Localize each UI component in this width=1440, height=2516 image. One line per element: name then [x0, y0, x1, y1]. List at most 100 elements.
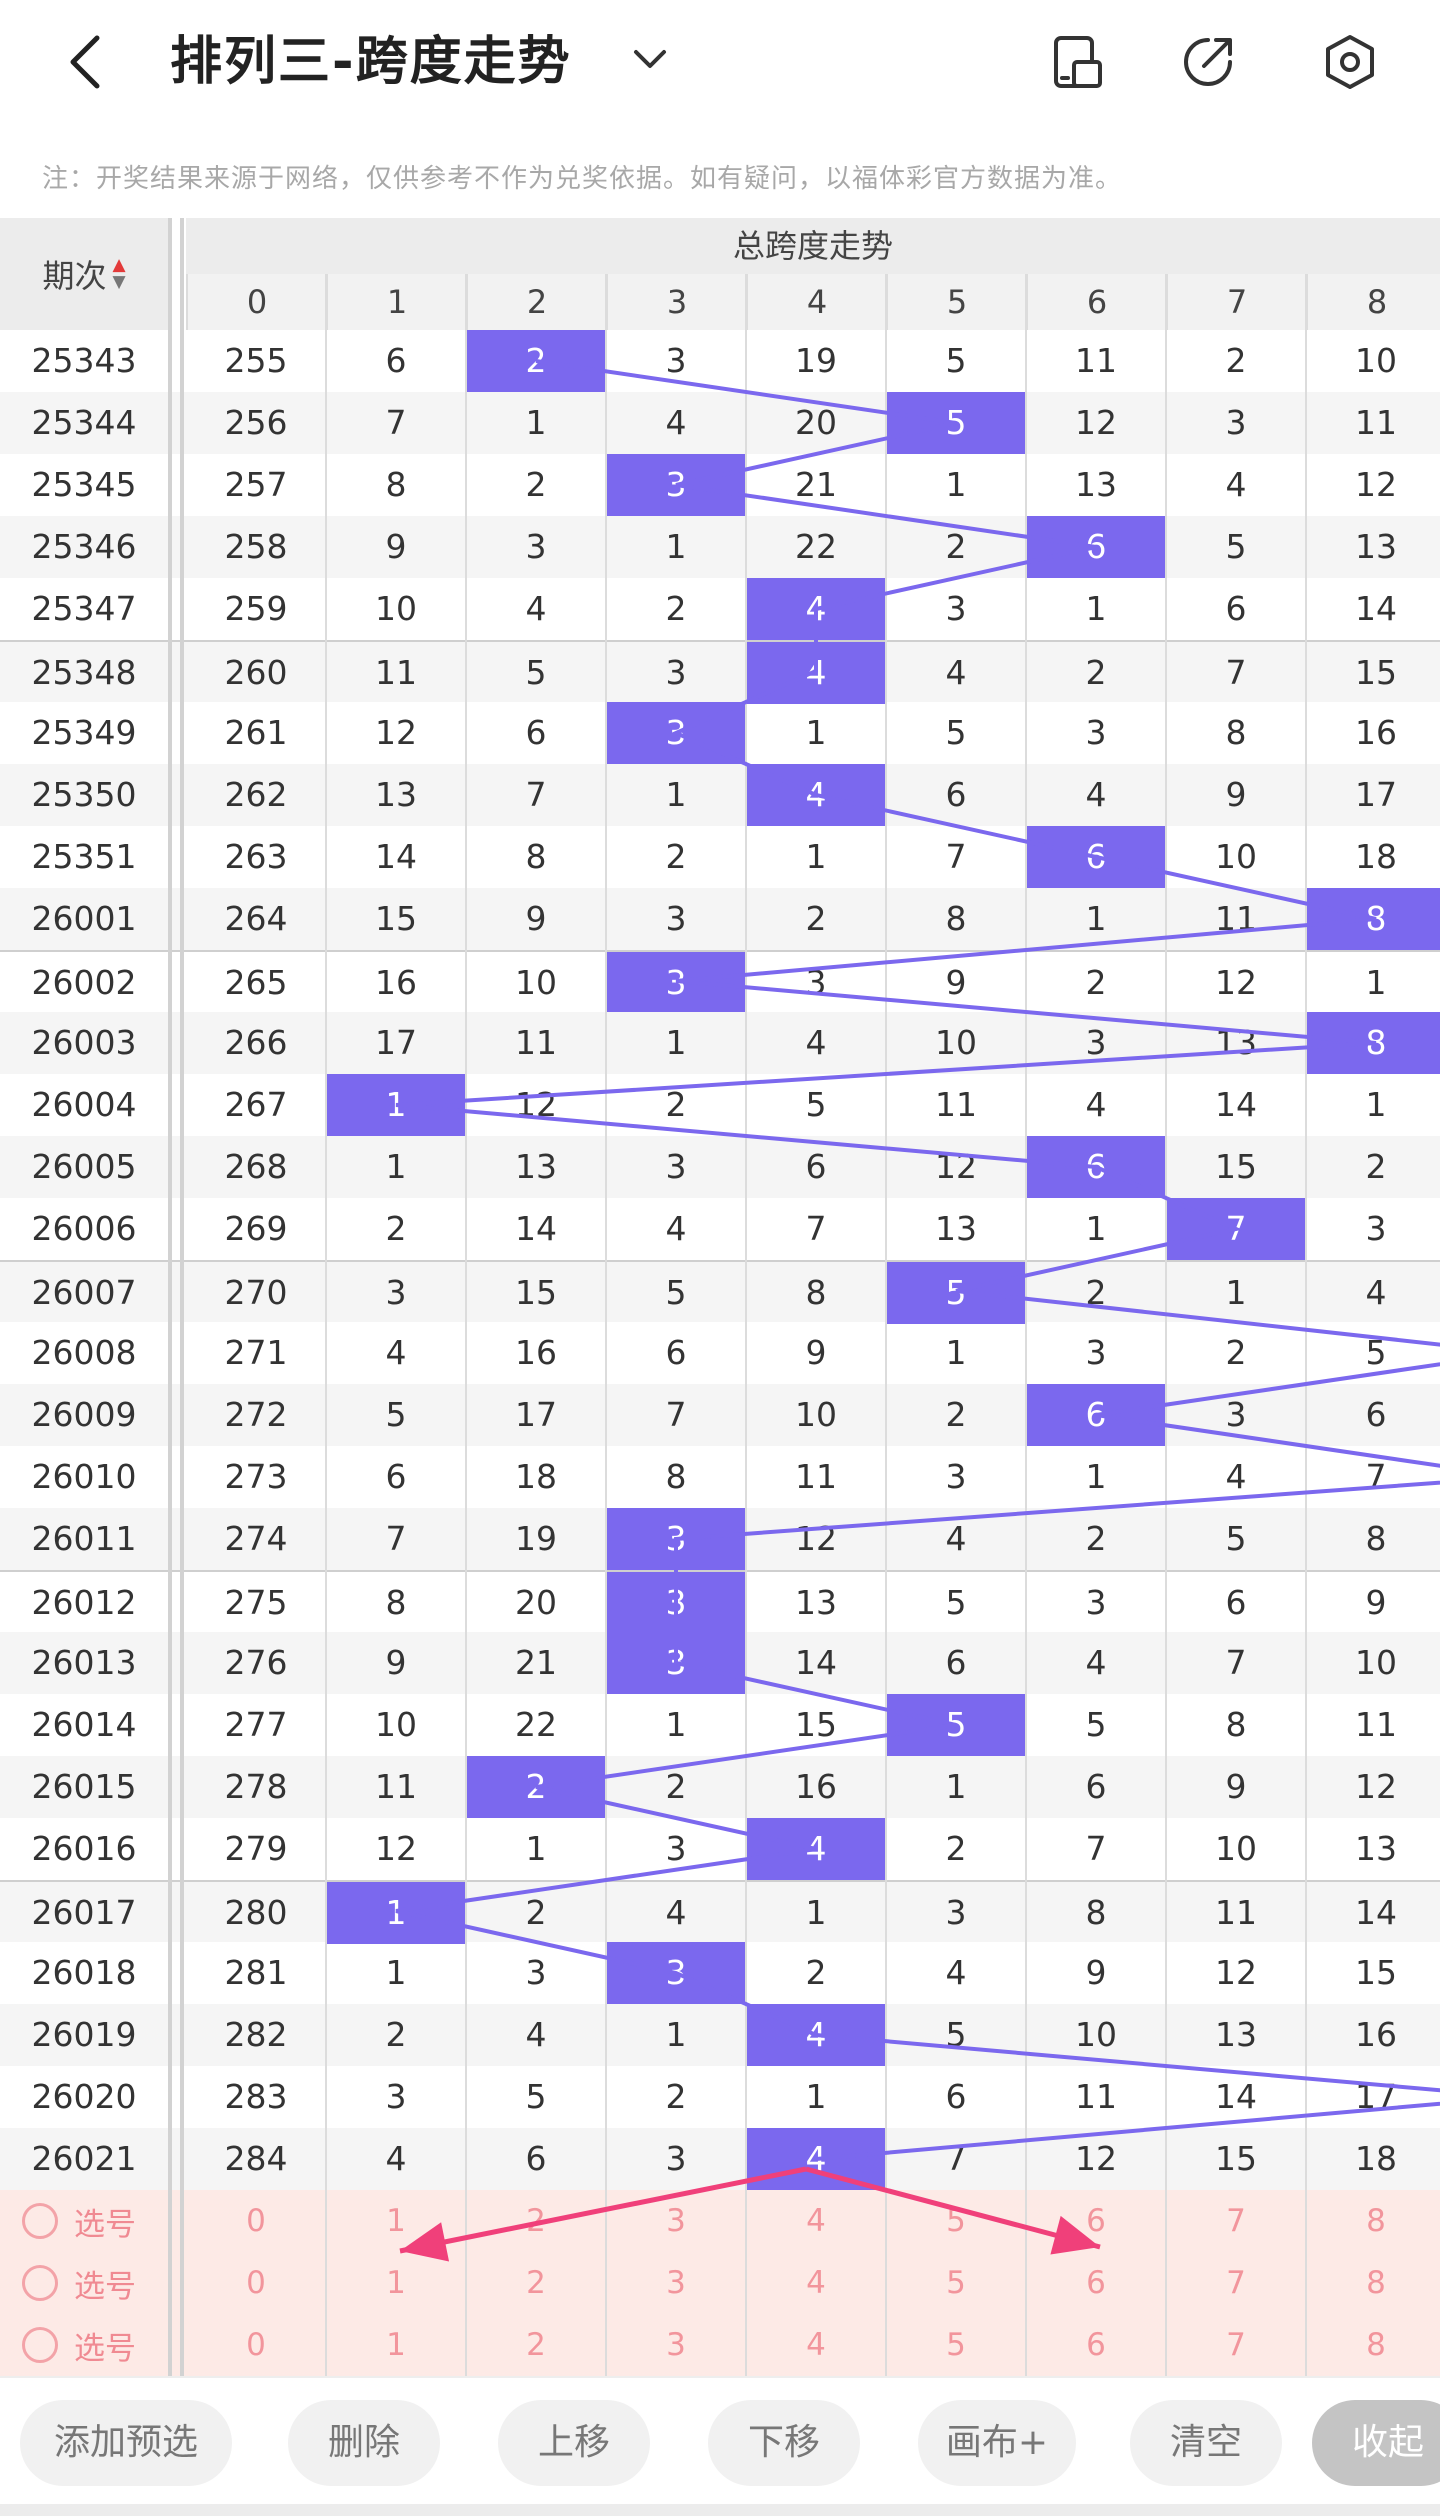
omission-cell: 11	[375, 1767, 417, 1806]
selection-number[interactable]: 2	[526, 2203, 546, 2239]
omission-cell: 8	[525, 837, 547, 876]
column-header: 1	[326, 274, 466, 330]
omission-cell: 3	[665, 1829, 687, 1868]
omission-cell: 13	[1215, 2015, 1257, 2054]
selection-number[interactable]: 1	[386, 2265, 406, 2301]
issue-header-sort[interactable]: 期次 ▲ ▼	[0, 218, 168, 330]
column-divider	[1165, 274, 1167, 2376]
omission-cell: 15	[1215, 1147, 1257, 1186]
selection-number[interactable]: 7	[1226, 2203, 1246, 2239]
table-row: 25345 257 8 2 3 21 1 13 4 12	[0, 454, 1440, 516]
omission-cell: 14	[795, 1643, 837, 1682]
omission-cell: 8	[1225, 1705, 1247, 1744]
omission-cell: 5	[665, 1273, 687, 1312]
omission-cell: 16	[1355, 713, 1397, 752]
selection-number[interactable]: 3	[666, 2265, 686, 2301]
omission-cell: 7	[805, 1209, 827, 1248]
selection-number[interactable]: 4	[806, 2327, 826, 2363]
add-preselect-button[interactable]: 添加预选	[20, 2400, 232, 2486]
selection-number[interactable]: 4	[806, 2203, 826, 2239]
selection-number[interactable]: 5	[946, 2327, 966, 2363]
share-button[interactable]	[1172, 26, 1244, 98]
settings-button[interactable]	[1314, 26, 1386, 98]
table-row: 26002 265 16 10 3 3 9 2 12 1	[0, 950, 1440, 1014]
issue-number: 26006	[31, 1209, 137, 1248]
omission-cell: 1	[525, 403, 547, 442]
omission-cell: 14	[375, 837, 417, 876]
selection-row: 选号 0 1 2 3 4 5 6 7 8	[0, 2190, 1440, 2252]
omission-cell: 2	[665, 589, 687, 628]
omission-cell: 11	[1075, 2077, 1117, 2116]
selection-number[interactable]: 0	[246, 2265, 266, 2301]
radio-circle-icon[interactable]	[22, 2327, 58, 2363]
move-up-button[interactable]: 上移	[498, 2400, 650, 2486]
omission-cell: 260	[224, 653, 288, 692]
omission-cell: 278	[224, 1767, 288, 1806]
omission-cell: 13	[795, 1583, 837, 1622]
omission-cell: 14	[515, 1209, 557, 1248]
share-icon	[1184, 38, 1232, 86]
omission-cell: 14	[1215, 1085, 1257, 1124]
omission-cell: 9	[1225, 775, 1247, 814]
omission-cell: 18	[1355, 837, 1397, 876]
omission-cell: 3	[385, 2077, 407, 2116]
omission-cell: 270	[224, 1273, 288, 1312]
bottom-section-edge	[0, 2504, 1440, 2516]
omission-cell: 12	[1215, 963, 1257, 1002]
collapse-button[interactable]: 收起	[1312, 2400, 1440, 2486]
selection-number[interactable]: 1	[386, 2203, 406, 2239]
selection-number[interactable]: 5	[946, 2265, 966, 2301]
page-title: 排列三-跨度走势	[170, 32, 572, 92]
selection-number[interactable]: 8	[1366, 2203, 1386, 2239]
omission-cell: 3	[1085, 1333, 1107, 1372]
selection-number[interactable]: 7	[1226, 2265, 1246, 2301]
selection-number[interactable]: 1	[386, 2327, 406, 2363]
selection-number[interactable]: 6	[1086, 2203, 1106, 2239]
layout-button[interactable]	[1042, 26, 1114, 98]
delete-button[interactable]: 删除	[288, 2400, 440, 2486]
omission-cell: 12	[1075, 403, 1117, 442]
hit-cell: 6	[1026, 1384, 1166, 1446]
selection-number[interactable]: 8	[1366, 2327, 1386, 2363]
radio-circle-icon[interactable]	[22, 2203, 58, 2239]
selection-number[interactable]: 0	[246, 2327, 266, 2363]
title-dropdown-button[interactable]	[620, 30, 680, 90]
omission-cell: 9	[945, 963, 967, 1002]
selection-number[interactable]: 6	[1086, 2265, 1106, 2301]
move-down-button[interactable]: 下移	[708, 2400, 860, 2486]
radio-circle-icon[interactable]	[22, 2265, 58, 2301]
omission-cell: 15	[375, 899, 417, 938]
column-divider	[465, 274, 467, 2376]
omission-cell: 2	[945, 1395, 967, 1434]
issue-number: 26015	[31, 1767, 137, 1806]
omission-cell: 13	[1355, 1829, 1397, 1868]
hit-cell: 3	[606, 952, 746, 1014]
selection-toggle[interactable]: 选号	[0, 2314, 168, 2376]
omission-cell: 11	[375, 653, 417, 692]
selection-toggle[interactable]: 选号	[0, 2252, 168, 2314]
selection-number[interactable]: 5	[946, 2203, 966, 2239]
omission-cell: 3	[525, 527, 547, 566]
omission-cell: 12	[1215, 1953, 1257, 1992]
hit-cell: 4	[746, 2004, 886, 2066]
selection-number[interactable]: 4	[806, 2265, 826, 2301]
selection-toggle[interactable]: 选号	[0, 2190, 168, 2252]
selection-number[interactable]: 6	[1086, 2327, 1106, 2363]
omission-cell: 256	[224, 403, 288, 442]
clear-button[interactable]: 清空	[1130, 2400, 1282, 2486]
omission-cell: 273	[224, 1457, 288, 1496]
selection-number[interactable]: 2	[526, 2327, 546, 2363]
omission-cell: 5	[945, 2015, 967, 2054]
selection-number[interactable]: 2	[526, 2265, 546, 2301]
omission-cell: 7	[385, 1519, 407, 1558]
omission-cell: 2	[1225, 341, 1247, 380]
selection-number[interactable]: 8	[1366, 2265, 1386, 2301]
canvas-button[interactable]: 画布+	[918, 2400, 1076, 2486]
selection-number[interactable]: 3	[666, 2327, 686, 2363]
back-button[interactable]	[50, 22, 120, 102]
selection-number[interactable]: 0	[246, 2203, 266, 2239]
hit-cell: 3	[606, 1508, 746, 1570]
omission-cell: 11	[795, 1457, 837, 1496]
selection-number[interactable]: 7	[1226, 2327, 1246, 2363]
selection-number[interactable]: 3	[666, 2203, 686, 2239]
